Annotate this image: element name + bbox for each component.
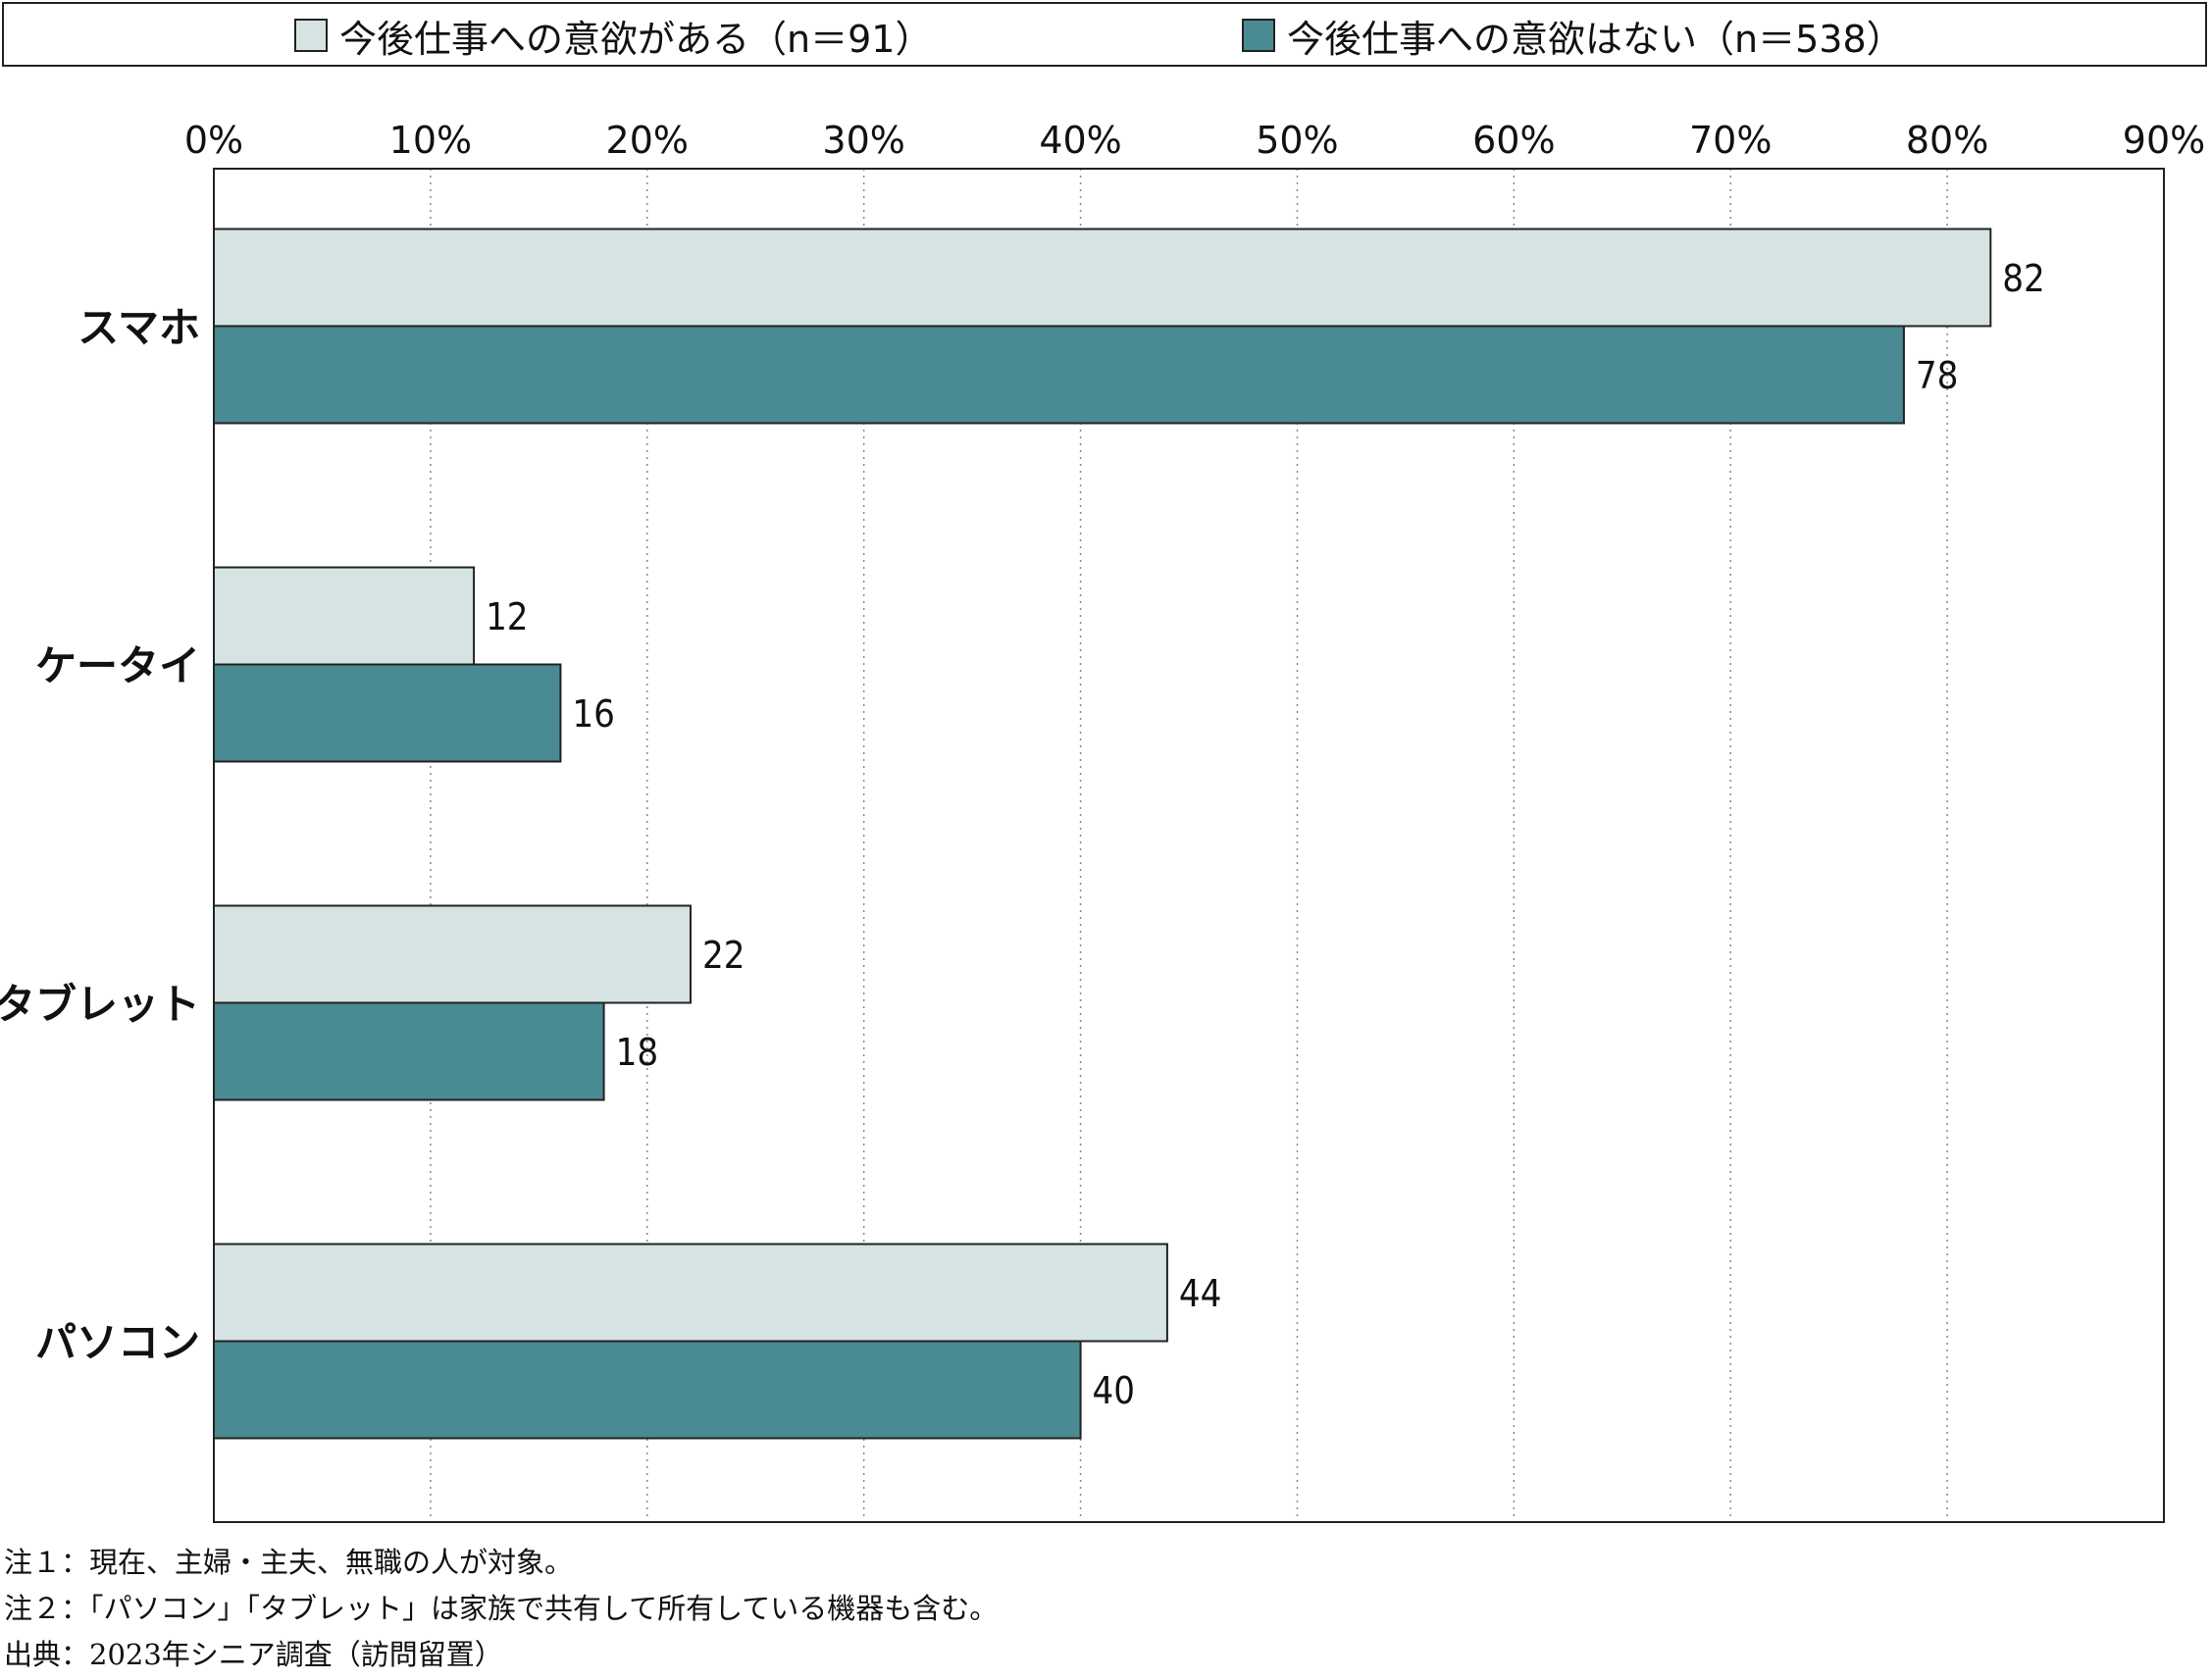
data-label: 18 [616,1031,659,1074]
x-tick-label: 80% [1906,119,1988,162]
data-label: 78 [1916,354,1959,397]
data-label: 16 [572,692,615,736]
bar [213,325,1905,425]
category-label: スマホ [77,304,200,352]
bar [213,904,692,1004]
note-2: 注２：「パソコン」「タブレット」は家族で共有して所有している機器も含む。 [4,1592,999,1625]
x-tick-label: 20% [606,119,689,162]
bar [213,228,1992,328]
plot-area-frame [213,168,2165,1523]
legend-item-not-motivated: 今後仕事への意欲はない（n＝538） [1242,14,1904,61]
x-tick-label: 30% [822,119,904,162]
x-tick-label: 50% [1256,119,1338,162]
bar-chart: 0% 10% 20% 30% 40% 50% 60% 70% 80% 90% 82 78 12 16 22… [0,119,2205,1523]
bar [213,1243,1168,1343]
data-label: 12 [486,595,528,638]
bar [213,566,476,666]
legend-swatch-motivated [294,19,328,52]
legend-label-motivated: 今後仕事への意欲がある（n＝91） [339,17,933,61]
x-tick-label: 90% [2123,119,2205,162]
x-tick-label: 70% [1689,119,1772,162]
bars: 82 78 12 16 22 18 44 40 [213,228,2045,1440]
data-label: 44 [1179,1272,1222,1315]
x-tick-label: 0% [184,119,243,162]
x-tick-label: 40% [1039,119,1121,162]
legend-swatch-not-motivated [1242,19,1275,52]
bar [213,1001,605,1101]
category-label: ケータイ [35,642,200,690]
bar [213,1340,1082,1440]
category-label: パソコン [35,1319,200,1367]
legend-label-not-motivated: 今後仕事への意欲はない（n＝538） [1287,17,1904,61]
legend: 今後仕事への意欲がある（n＝91） 今後仕事への意欲はない（n＝538） [2,2,2207,67]
data-label: 40 [1093,1369,1136,1412]
legend-item-motivated: 今後仕事への意欲がある（n＝91） [294,14,932,61]
note-1: 注１：現在、主婦・主夫、無職の人が対象。 [4,1546,574,1579]
x-tick-label: 10% [389,119,472,162]
source-note: 出典：2023年シニア調査（訪問留置） [4,1638,503,1671]
footnotes: 注１：現在、主婦・主夫、無職の人が対象。 注２：「パソコン」「タブレット」は家族… [4,1540,998,1678]
data-label: 22 [702,934,746,977]
bar [213,663,562,763]
data-label: 82 [2002,257,2045,300]
x-tick-label: 60% [1472,119,1555,162]
x-axis-ticks: 0% 10% 20% 30% 40% 50% 60% 70% 80% 90% [184,119,2205,162]
category-label: タブレット [0,981,200,1029]
